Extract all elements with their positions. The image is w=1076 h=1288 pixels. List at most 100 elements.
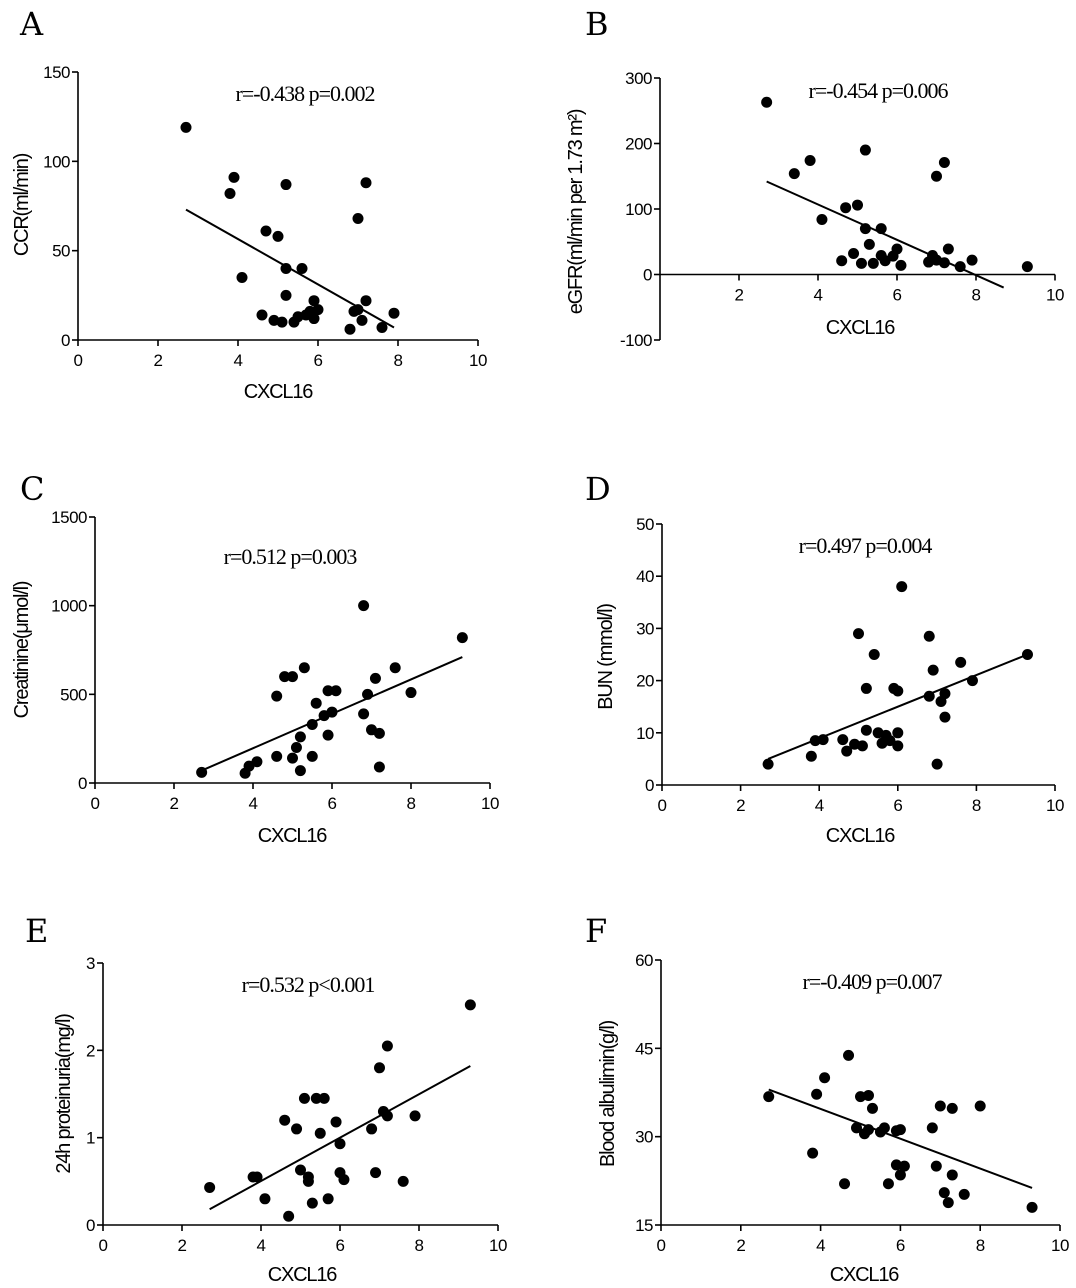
x-tick-label-f: 10	[1051, 1236, 1069, 1255]
data-point-a	[356, 314, 368, 326]
data-point-a	[308, 313, 320, 325]
data-point-c	[294, 765, 306, 777]
x-tick-label-b: 10	[1046, 286, 1064, 305]
data-point-c	[298, 662, 310, 674]
data-point-d	[939, 688, 951, 700]
data-point-d	[856, 740, 868, 752]
x-tick-label-d: 8	[972, 796, 981, 815]
data-point-b	[942, 243, 954, 255]
data-point-b	[848, 248, 860, 260]
y-tick-label-b: -100	[620, 331, 652, 350]
data-point-e	[259, 1193, 271, 1205]
data-point-e	[397, 1175, 409, 1187]
data-point-f	[894, 1124, 906, 1136]
data-point-b	[867, 257, 879, 269]
y-axis-label-b: eGFR(ml/min per 1.73 m²)	[565, 109, 587, 314]
data-point-d	[923, 630, 935, 642]
data-point-d	[1021, 649, 1033, 660]
data-point-b	[761, 96, 773, 108]
stat-annotation-c: r=0.512 p=0.003	[224, 544, 358, 569]
data-point-f	[807, 1147, 819, 1159]
data-point-e	[291, 1123, 303, 1135]
data-point-c	[373, 727, 385, 739]
data-point-d	[837, 734, 849, 746]
x-tick-label-c: 10	[481, 794, 499, 813]
data-point-e	[204, 1181, 216, 1193]
data-point-a	[228, 171, 240, 183]
data-point-e	[409, 1110, 421, 1122]
data-point-b	[804, 155, 816, 167]
panel-letter-d: D	[585, 470, 611, 508]
y-tick-label-b: 300	[625, 69, 652, 88]
data-point-b	[938, 156, 950, 168]
data-point-c	[322, 729, 334, 741]
data-point-e	[381, 1110, 393, 1122]
x-axis-label-a: CXCL16	[244, 381, 313, 403]
y-tick-label-d: 30	[636, 619, 654, 638]
data-point-b	[859, 144, 871, 156]
data-point-e	[318, 1092, 330, 1104]
data-point-b	[836, 255, 848, 267]
y-tick-label-e: 1	[86, 1129, 95, 1148]
data-point-c	[456, 632, 468, 644]
data-point-b	[840, 202, 852, 214]
data-point-e	[374, 1062, 385, 1074]
data-point-e	[322, 1193, 334, 1205]
x-tick-label-e: 6	[336, 1236, 345, 1255]
data-point-d	[896, 581, 908, 593]
data-point-c	[362, 688, 374, 700]
data-point-a	[276, 316, 288, 328]
data-point-f	[862, 1089, 874, 1101]
y-tick-label-d: 0	[645, 776, 654, 795]
x-tick-label-f: 4	[816, 1236, 825, 1255]
regression-line-e	[209, 1065, 471, 1211]
data-point-b	[852, 199, 863, 211]
data-point-c	[287, 752, 298, 764]
data-point-f	[843, 1049, 855, 1061]
x-tick-label-e: 2	[178, 1236, 187, 1255]
x-tick-label-d: 0	[658, 796, 667, 815]
data-point-f	[926, 1122, 938, 1134]
data-point-d	[884, 735, 896, 747]
x-tick-label-a: 8	[394, 351, 403, 370]
data-point-a	[224, 187, 236, 199]
data-point-e	[279, 1114, 291, 1126]
x-tick-label-b: 6	[893, 286, 902, 305]
data-point-f	[851, 1122, 863, 1134]
data-point-f	[811, 1088, 823, 1100]
data-point-c	[373, 761, 385, 773]
x-axis-label-b: CXCL16	[826, 317, 895, 339]
data-point-c	[271, 750, 283, 762]
stat-annotation-d: r=0.497 p=0.004	[799, 533, 933, 558]
x-tick-label-d: 4	[815, 796, 824, 815]
data-point-c	[279, 671, 291, 683]
x-axis-label-d: CXCL16	[826, 825, 895, 847]
data-point-f	[946, 1102, 958, 1114]
x-tick-label-a: 2	[154, 351, 163, 370]
data-point-f	[894, 1169, 906, 1181]
data-point-c	[287, 671, 298, 683]
data-point-c	[389, 662, 401, 674]
y-tick-label-a: 150	[43, 63, 70, 82]
data-point-f	[898, 1160, 910, 1172]
data-point-d	[931, 758, 943, 770]
data-point-a	[236, 271, 248, 283]
data-point-c	[196, 766, 208, 778]
data-point-d	[868, 649, 880, 660]
x-tick-label-d: 6	[893, 796, 902, 815]
data-point-e	[310, 1092, 322, 1104]
x-tick-label-c: 2	[170, 794, 179, 813]
data-point-d	[860, 724, 872, 736]
data-point-d	[892, 685, 904, 697]
data-point-a	[280, 179, 292, 191]
data-point-c	[358, 600, 370, 612]
y-tick-label-c: 1000	[51, 597, 87, 616]
y-tick-label-c: 0	[78, 774, 87, 793]
y-tick-label-b: 0	[643, 266, 652, 285]
data-point-b	[875, 223, 887, 235]
x-tick-label-f: 2	[736, 1236, 745, 1255]
data-point-b	[863, 238, 875, 250]
x-tick-label-e: 0	[99, 1236, 108, 1255]
data-point-a	[280, 263, 292, 275]
